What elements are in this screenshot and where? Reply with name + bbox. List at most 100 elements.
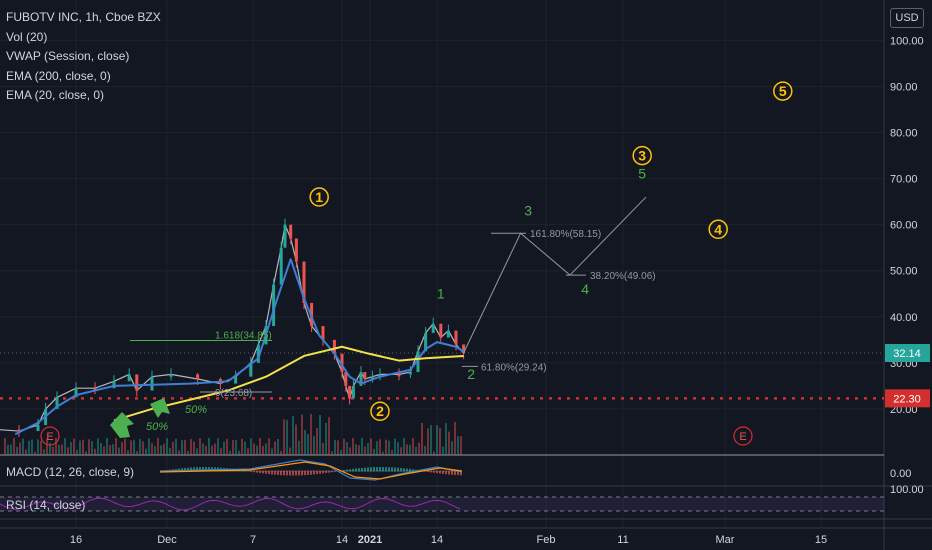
volume-bar (175, 438, 177, 455)
candle-body (408, 372, 412, 375)
macd-histogram-bar (406, 468, 408, 472)
x-tick-label: 15 (815, 534, 827, 546)
macd-histogram-bar (355, 468, 357, 472)
macd-histogram-bar (460, 471, 462, 476)
wave-label-yellow: 3 (638, 148, 646, 164)
volume-bar (274, 441, 276, 455)
macd-histogram-bar (277, 471, 279, 475)
volume-bar (61, 444, 63, 455)
volume-bar (163, 443, 165, 455)
volume-bar (151, 443, 153, 455)
macd-histogram-bar (250, 471, 252, 472)
indicator-ema20[interactable]: EMA (20, close, 0) (6, 88, 105, 102)
volume-bar (331, 451, 333, 455)
volume-bar (250, 438, 252, 455)
volume-bar (415, 446, 417, 455)
indicator-ema200[interactable]: EMA (200, close, 0) (6, 68, 111, 83)
volume-bar (427, 428, 429, 455)
volume-bar (172, 441, 174, 455)
macd-histogram-bar (208, 467, 210, 472)
candle-body (55, 397, 59, 409)
candle-body (439, 323, 443, 338)
volume-bar (334, 439, 336, 455)
support-price-text: 22.30 (893, 393, 921, 405)
candle-body (74, 388, 78, 398)
macd-histogram-bar (382, 467, 384, 472)
candle-body (150, 376, 154, 391)
y-tick-label: 40.00 (890, 312, 918, 324)
wave-label-green: 2 (467, 366, 475, 382)
wave-label-circle (773, 81, 793, 101)
volume-bar (10, 444, 12, 455)
macd-histogram-bar (433, 471, 435, 473)
volume-bar (406, 444, 408, 455)
volume-bar (301, 414, 303, 455)
volume-bar (193, 441, 195, 455)
macd-histogram-bar (313, 471, 315, 475)
macd-histogram-bar (259, 471, 261, 474)
candle-body (359, 372, 363, 386)
macd-histogram-bar (451, 471, 453, 475)
volume-bar (409, 444, 411, 455)
volume-bar (160, 445, 162, 455)
indicator-volume[interactable]: Vol (20) (6, 29, 48, 44)
fib-level-label: 0(23.68) (215, 388, 252, 399)
x-tick-label: Feb (537, 534, 556, 546)
price-series (0, 222, 465, 432)
volume-bar (394, 438, 396, 455)
volume-bar (232, 440, 234, 455)
candle-body (17, 429, 21, 432)
candle-body (294, 238, 298, 262)
macd-histogram-bar (388, 467, 390, 472)
arrow-marker (110, 412, 134, 438)
macd-histogram-bar (301, 471, 303, 476)
volume-bar (325, 422, 327, 455)
volume-bar (181, 440, 183, 455)
volume-bar (289, 447, 291, 455)
indicator-vwap[interactable]: VWAP (Session, close) (6, 49, 130, 63)
volume-bar (184, 439, 186, 455)
volume-bar (397, 442, 399, 455)
macd-histogram-bar (271, 471, 273, 475)
macd-histogram-bar (283, 471, 285, 476)
macd-histogram-bar (190, 467, 192, 472)
volume-bar (40, 440, 42, 455)
volume-bar (115, 438, 117, 455)
candle-body (424, 332, 428, 352)
volume-bar (4, 438, 6, 455)
volume-bar (361, 438, 363, 455)
volume-bar (265, 443, 267, 455)
volume-bar (22, 438, 24, 455)
candle-body (249, 362, 253, 377)
volume-bar (241, 438, 243, 455)
macd-histogram-bar (205, 467, 207, 472)
volume-bar (439, 427, 441, 455)
volume-bar (187, 450, 189, 455)
candle-body (93, 388, 97, 391)
volume-bar (199, 438, 201, 455)
volume-bar (322, 442, 324, 455)
volume-bar (31, 439, 33, 455)
volume-bar (424, 446, 426, 455)
arrow-marker (150, 398, 170, 418)
macd-histogram-bar (334, 471, 336, 472)
macd-histogram-bar (373, 467, 375, 472)
volume-bar (178, 450, 180, 455)
volume-bar (7, 444, 9, 455)
x-tick-label: Dec (157, 534, 177, 546)
volume-bar (190, 439, 192, 455)
symbol-title[interactable]: FUBOTV INC, 1h, Cboe BZX (6, 10, 161, 24)
volume-bar (433, 451, 435, 455)
currency-button[interactable]: USD (890, 8, 924, 28)
volume-bar (196, 448, 198, 455)
candle-body (370, 376, 374, 379)
macd-histogram-bar (193, 467, 195, 472)
candle-body (397, 374, 401, 377)
rsi-label[interactable]: RSI (14, close) (6, 498, 86, 512)
macd-label[interactable]: MACD (12, 26, close, 9) (6, 465, 135, 479)
macd-histogram-bar (370, 467, 372, 472)
macd-histogram-bar (184, 467, 186, 472)
volume-bar (256, 445, 258, 455)
macd-histogram-bar (364, 467, 366, 472)
